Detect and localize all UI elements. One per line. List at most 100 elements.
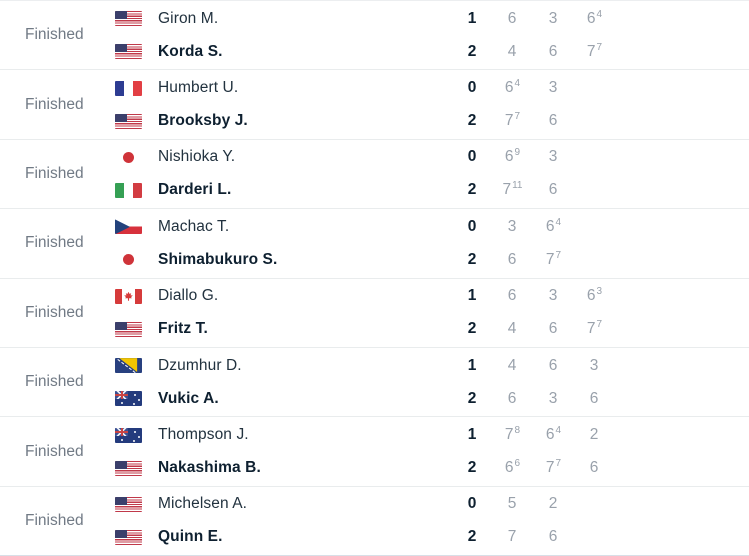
set-games: 6 [504, 148, 514, 166]
set-cell [574, 79, 615, 97]
player-row: Korda S. 2 4 6 77 [115, 37, 749, 67]
flag-cell [115, 288, 158, 304]
set-games: 3 [548, 9, 558, 27]
sets-won: 1 [467, 9, 477, 27]
player-name: Nakashima B. [158, 459, 261, 477]
match-row[interactable]: Finished Nishioka Y. 0 69 3 Darderi L. 2… [0, 139, 749, 210]
set-cell: 77 [492, 112, 533, 130]
set-games: 6 [586, 287, 596, 305]
match-status: Finished [25, 442, 84, 460]
set-cell: 6 [533, 357, 574, 375]
set-games: 2 [548, 495, 558, 513]
player-name: Diallo G. [158, 287, 219, 305]
set-tiebreak: 7 [555, 458, 562, 470]
sets-won: 1 [467, 287, 477, 305]
set-tiebreak: 6 [514, 458, 521, 470]
set-cell: 6 [492, 287, 533, 305]
set-games: 7 [586, 42, 596, 60]
usa-flag [115, 11, 142, 27]
match-row[interactable]: Finished Giron M. 1 6 3 64 Korda S. 2 4 … [0, 1, 749, 71]
set-games: 6 [548, 181, 558, 199]
flag-cell [115, 460, 158, 476]
sets-won: 2 [467, 181, 477, 199]
usa-flag [115, 321, 142, 337]
set-cell: 64 [533, 426, 574, 444]
set-tiebreak: 3 [596, 286, 603, 298]
player-row: Shimabukuro S. 2 6 77 [115, 245, 749, 275]
flag-cell [115, 496, 158, 512]
set-cell: 6 [533, 43, 574, 61]
player-name: Thompson J. [158, 426, 249, 444]
player-row: Nakashima B. 2 66 77 6 [115, 453, 749, 483]
set-games: 5 [507, 495, 517, 513]
set-games: 6 [589, 459, 599, 477]
set-cell [574, 181, 615, 199]
player-name: Dzumhur D. [158, 356, 242, 374]
set-cell: 5 [492, 495, 533, 513]
set-cell: 3 [574, 357, 615, 375]
set-games: 7 [545, 250, 555, 268]
flag-cell [115, 182, 158, 198]
match-row[interactable]: Finished Machac T. 0 3 64 Shimabukuro S.… [0, 209, 749, 279]
set-tiebreak: 11 [512, 180, 523, 192]
australia-flag [115, 427, 142, 443]
match-players: Nishioka Y. 0 69 3 Darderi L. 2 711 6 [115, 140, 749, 208]
set-games: 3 [507, 217, 517, 235]
set-games: 6 [548, 320, 558, 338]
set-games: 4 [507, 320, 517, 338]
set-cell: 69 [492, 148, 533, 166]
player-name: Humbert U. [158, 79, 239, 97]
set-cell: 77 [533, 250, 574, 269]
set-games: 6 [548, 356, 558, 374]
set-cell [574, 495, 615, 513]
set-tiebreak: 9 [514, 147, 521, 159]
player-row: Darderi L. 2 711 6 [115, 175, 749, 205]
set-tiebreak: 4 [514, 78, 521, 90]
set-cell: 4 [492, 43, 533, 61]
sets-won: 1 [467, 426, 477, 444]
set-cell: 3 [533, 148, 574, 166]
player-row: Thompson J. 1 78 64 2 [115, 420, 749, 450]
match-row[interactable]: Finished Michelsen A. 0 5 2 Quinn E. 2 7… [0, 486, 749, 556]
match-row[interactable]: Finished Dzumhur D. 1 4 6 3 Vukic A. 2 6… [0, 347, 749, 418]
match-players: Thompson J. 1 78 64 2 Nakashima B. 2 66 … [115, 417, 749, 485]
set-games: 6 [589, 389, 599, 407]
set-games: 7 [504, 426, 514, 444]
set-cell [574, 218, 615, 236]
set-games: 6 [545, 217, 555, 235]
set-cell: 64 [492, 79, 533, 97]
player-row: Giron M. 1 6 3 64 [115, 4, 749, 34]
player-row: Diallo G. 1 6 3 63 [115, 281, 749, 311]
set-tiebreak: 4 [596, 8, 603, 20]
set-games: 7 [545, 459, 555, 477]
set-games: 4 [507, 42, 517, 60]
flag-cell [115, 11, 158, 27]
usa-flag [115, 496, 142, 512]
set-games: 7 [507, 528, 517, 546]
set-games: 7 [586, 320, 596, 338]
match-row[interactable]: Finished Humbert U. 0 64 3 Brooksby J. 2… [0, 70, 749, 140]
match-row[interactable]: Finished Thompson J. 1 78 64 2 Nakashima… [0, 417, 749, 487]
set-cell: 77 [574, 42, 615, 61]
set-cell: 6 [533, 112, 574, 130]
match-status: Finished [25, 26, 84, 44]
usa-flag [115, 460, 142, 476]
set-cell: 64 [533, 217, 574, 236]
set-cell: 77 [533, 459, 574, 477]
set-cell: 3 [533, 10, 574, 28]
set-games: 3 [548, 148, 558, 166]
match-row[interactable]: Finished Diallo G. 1 6 3 63 Fritz T. 2 4… [0, 278, 749, 348]
player-row: Humbert U. 0 64 3 [115, 73, 749, 103]
set-cell: 711 [492, 181, 533, 199]
set-cell: 4 [492, 320, 533, 338]
set-cell: 6 [492, 251, 533, 269]
set-games: 6 [548, 42, 558, 60]
set-cell: 4 [492, 357, 533, 375]
set-cell: 6 [574, 390, 615, 408]
set-games: 6 [504, 79, 514, 97]
france-flag [115, 80, 142, 96]
set-games: 6 [507, 250, 517, 268]
match-status: Finished [25, 234, 84, 252]
player-row: Dzumhur D. 1 4 6 3 [115, 351, 749, 381]
